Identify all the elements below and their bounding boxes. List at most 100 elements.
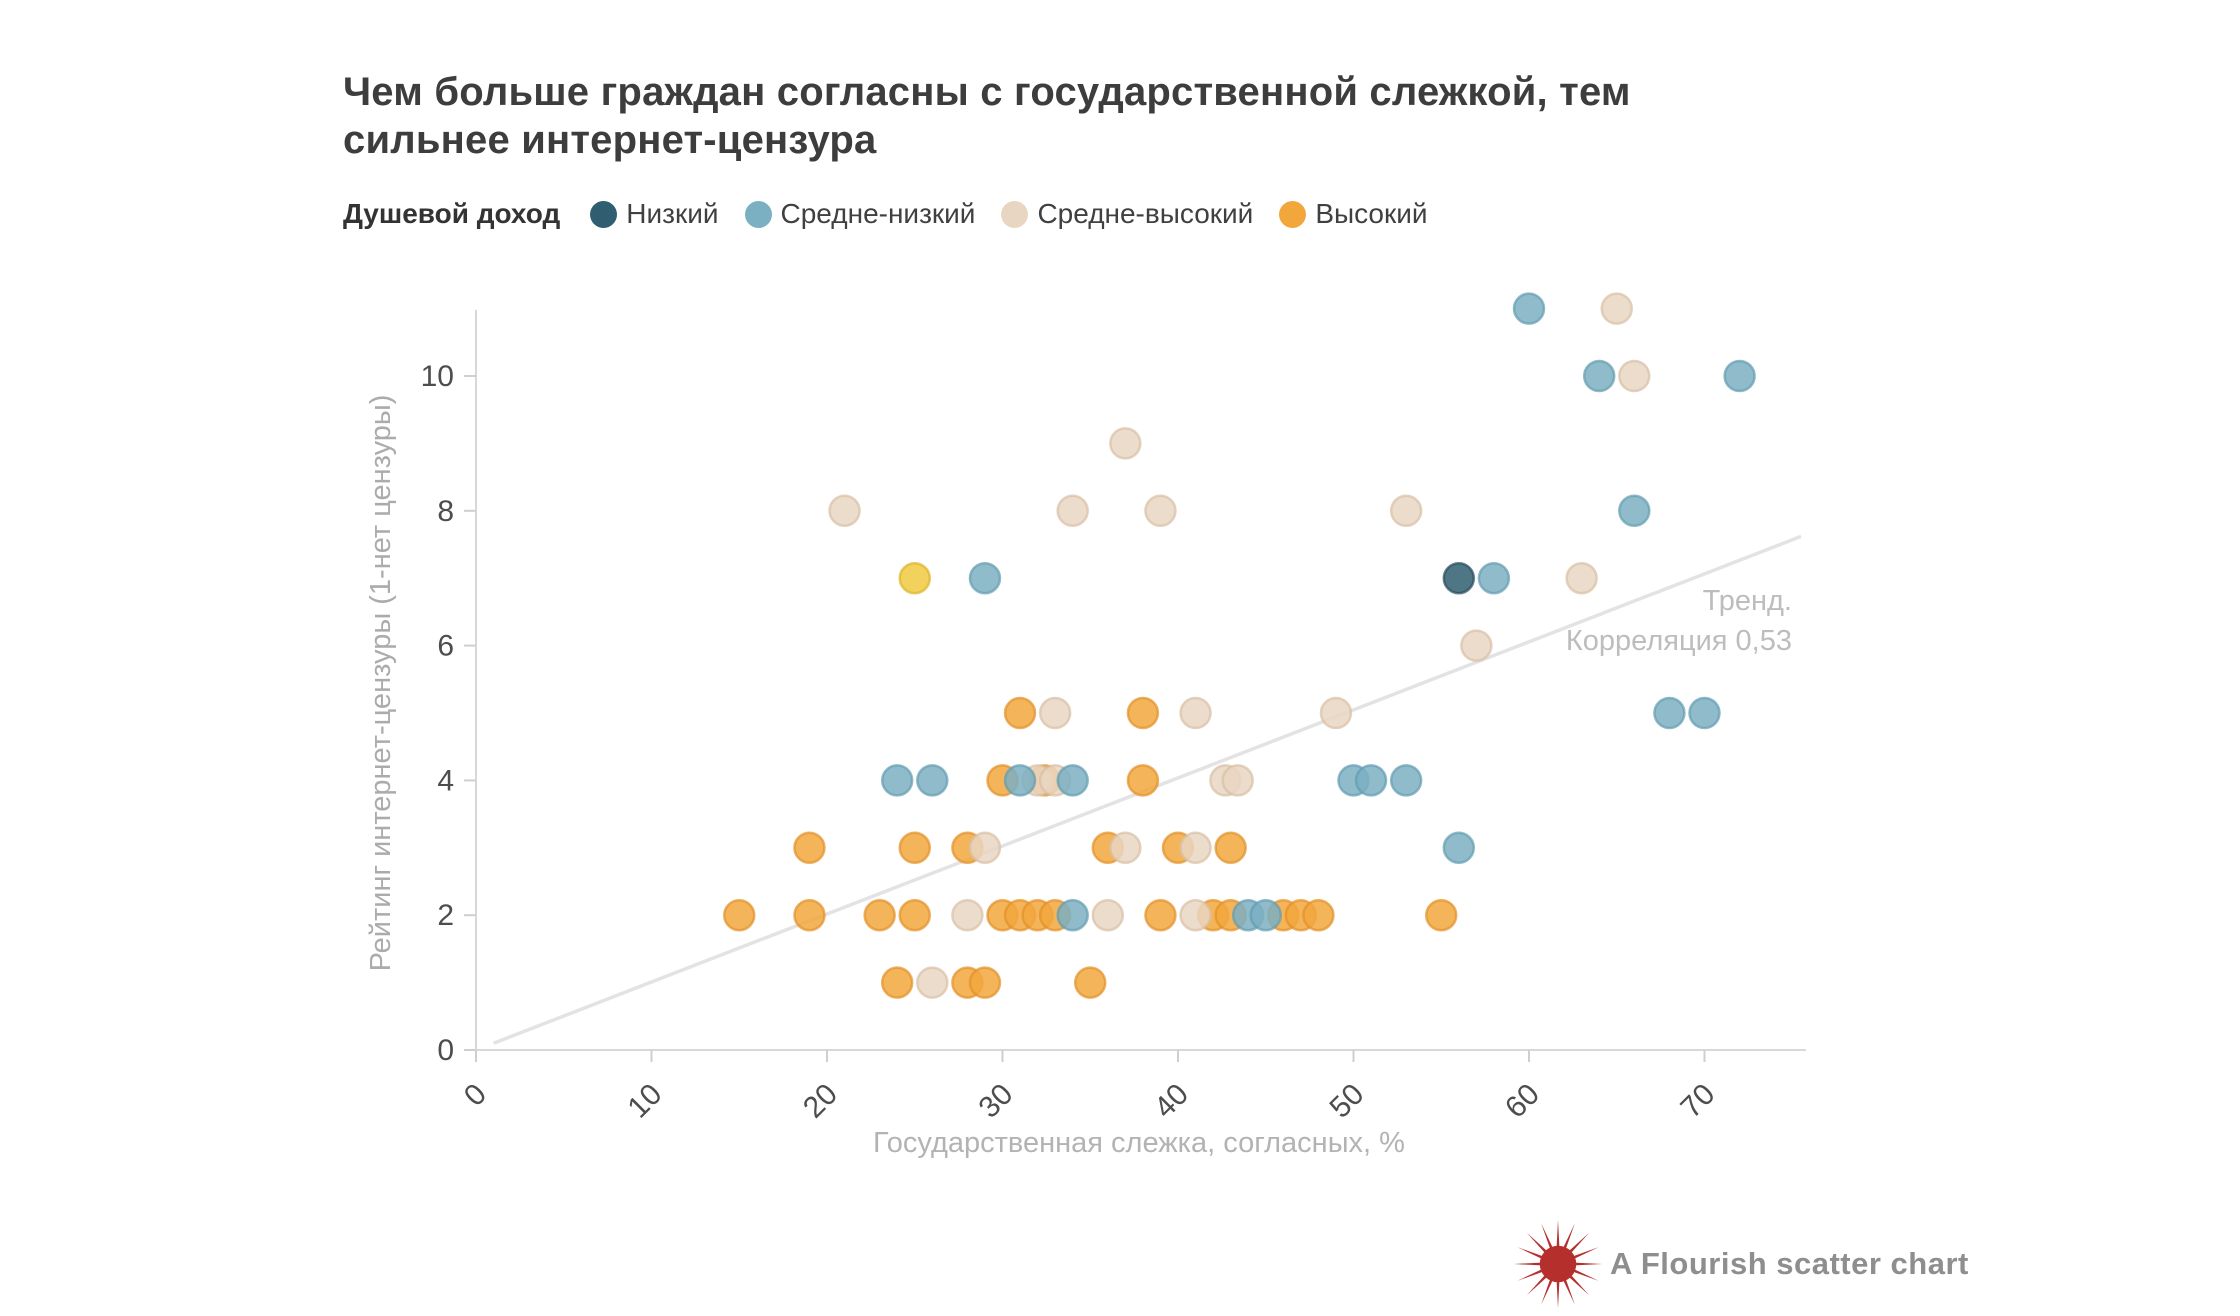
legend-dot-mid-high	[1001, 200, 1029, 228]
data-point[interactable]	[1091, 898, 1125, 932]
data-point[interactable]	[1179, 696, 1212, 730]
data-point[interactable]	[1319, 696, 1353, 730]
data-point[interactable]	[916, 764, 949, 797]
logo-ray	[1526, 1273, 1549, 1296]
data-point[interactable]	[1003, 764, 1037, 797]
data-point[interactable]	[1565, 561, 1598, 595]
data-point[interactable]	[1600, 292, 1633, 325]
y-tick-label: 6	[437, 630, 454, 663]
x-tick-label: 30	[973, 1078, 1020, 1125]
legend-item-mid-high[interactable]: Средне-высокий	[1001, 198, 1253, 230]
y-tick-label: 2	[437, 899, 454, 932]
logo-ray	[1570, 1247, 1599, 1260]
logo-ray	[1556, 1278, 1560, 1309]
data-point[interactable]	[1109, 427, 1142, 460]
data-point[interactable]	[1302, 898, 1335, 932]
flourish-credit[interactable]: A Flourish scatter chart	[1510, 1216, 1969, 1312]
legend-item-low[interactable]: Низкий	[590, 198, 719, 230]
legend-label-mid-high: Средне-высокий	[1037, 198, 1254, 229]
y-tick-label: 0	[437, 1034, 454, 1067]
data-point[interactable]	[1688, 696, 1721, 730]
data-point[interactable]	[1179, 831, 1212, 865]
legend-label-high: Высокий	[1315, 198, 1428, 229]
data-point[interactable]	[1442, 831, 1476, 865]
logo-center	[1539, 1245, 1577, 1283]
data-point[interactable]	[898, 831, 931, 865]
trend-label: Тренд. Корреляция 0,53	[1566, 585, 1792, 657]
legend-item-high[interactable]: Высокий	[1279, 198, 1428, 230]
x-tick-label: 20	[797, 1078, 844, 1125]
data-point[interactable]	[1477, 561, 1511, 595]
data-point[interactable]	[951, 898, 984, 932]
x-tick-label: 10	[622, 1078, 669, 1125]
data-point[interactable]	[1249, 898, 1282, 932]
data-point[interactable]	[1723, 359, 1756, 393]
data-point[interactable]	[880, 966, 914, 999]
data-point[interactable]	[968, 831, 1002, 865]
data-point[interactable]	[1056, 764, 1089, 797]
flourish-credit-text: A Flourish scatter chart	[1610, 1246, 1969, 1281]
data-point[interactable]	[1389, 764, 1423, 797]
data-point[interactable]	[968, 561, 1002, 595]
legend-label-low: Низкий	[626, 198, 719, 229]
x-tick-label: 0	[458, 1078, 493, 1113]
data-point[interactable]	[1179, 898, 1212, 932]
data-point[interactable]	[1144, 494, 1177, 528]
x-tick-label: 60	[1499, 1078, 1546, 1125]
data-point[interactable]	[793, 898, 826, 932]
legend-title: Душевой доход	[343, 198, 561, 229]
legend-item-mid-low[interactable]: Средне-низкий	[744, 198, 975, 230]
data-point[interactable]	[1512, 292, 1546, 325]
data-point[interactable]	[1582, 359, 1616, 393]
y-axis-title: Рейтинг интернет-цензуры (1-нет цензуры)	[365, 395, 397, 972]
data-point[interactable]	[793, 831, 826, 865]
x-axis-title: Государственная слежка, согласных, %	[873, 1127, 1405, 1159]
data-point[interactable]	[898, 898, 931, 932]
data-point[interactable]	[1653, 696, 1686, 730]
data-point[interactable]	[1074, 966, 1107, 999]
data-point[interactable]	[1038, 696, 1072, 730]
data-point[interactable]	[1618, 359, 1651, 393]
page-title: Чем больше граждан согласны с государств…	[343, 68, 1631, 164]
data-point[interactable]	[828, 494, 861, 528]
data-point[interactable]	[1056, 898, 1089, 932]
logo-ray	[1526, 1232, 1549, 1255]
data-point[interactable]	[898, 561, 931, 595]
flourish-logo-icon	[1513, 1219, 1603, 1309]
y-tick-label: 8	[437, 495, 454, 528]
legend-dot-high	[1279, 200, 1307, 228]
x-tick-label: 50	[1324, 1078, 1371, 1125]
data-point[interactable]	[1354, 764, 1388, 797]
data-point[interactable]	[1221, 764, 1254, 797]
logo-ray	[1513, 1262, 1544, 1266]
logo-ray	[1567, 1232, 1590, 1255]
logo-ray	[1517, 1268, 1546, 1281]
logo-ray	[1541, 1276, 1554, 1305]
logo-ray	[1541, 1223, 1554, 1252]
data-point[interactable]	[863, 898, 896, 932]
data-point[interactable]	[1442, 561, 1476, 595]
data-point[interactable]	[1144, 898, 1177, 932]
title-line-1: Чем больше граждан согласны с государств…	[343, 70, 1631, 114]
data-point[interactable]	[1056, 494, 1089, 528]
data-point[interactable]	[1126, 764, 1160, 797]
data-point[interactable]	[1109, 831, 1142, 865]
logo-ray	[1556, 1219, 1560, 1250]
data-point[interactable]	[916, 966, 949, 999]
data-point[interactable]	[1003, 696, 1037, 730]
data-point[interactable]	[1389, 494, 1423, 528]
data-point[interactable]	[1425, 898, 1458, 932]
data-point[interactable]	[1618, 494, 1651, 528]
logo-ray	[1567, 1273, 1590, 1296]
x-tick-label: 40	[1148, 1078, 1195, 1125]
y-tick-label: 10	[421, 360, 454, 393]
data-point[interactable]	[723, 898, 756, 932]
legend-dot-mid-low	[744, 200, 772, 228]
logo-ray	[1517, 1247, 1546, 1260]
data-point[interactable]	[1126, 696, 1160, 730]
data-point[interactable]	[1214, 831, 1247, 865]
data-point[interactable]	[880, 764, 914, 797]
data-point[interactable]	[1460, 629, 1493, 662]
data-point[interactable]	[968, 966, 1002, 999]
